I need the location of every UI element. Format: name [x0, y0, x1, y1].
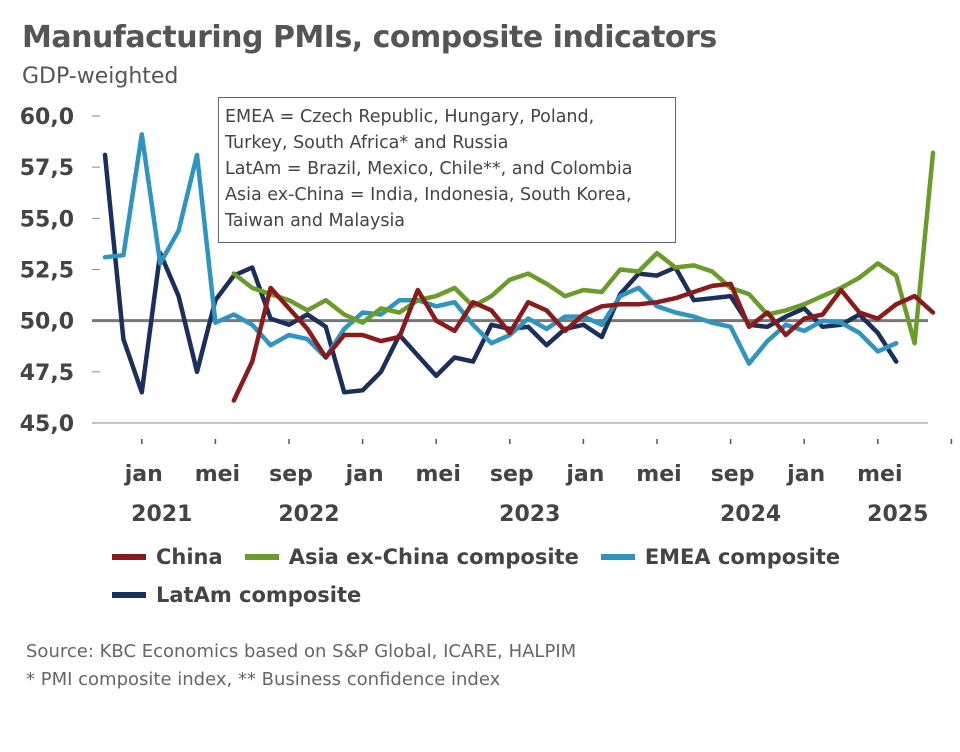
x-month-label: sep [490, 462, 534, 487]
line-chart: 60,0 57,5 55,0 52,5 50,0 47,5 45,0 jan mei sep jan… [20, 105, 953, 527]
legend-item-china: China [112, 545, 223, 569]
legend-item-latam: LatAm composite [112, 583, 361, 607]
note-line: LatAm = Brazil, Mexico, Chile**, and Col… [225, 159, 633, 179]
legend-swatch-china [112, 554, 146, 560]
legend-label-asia-ex-china: Asia ex-China composite [288, 545, 579, 569]
y-tick-label: 47,5 [20, 361, 74, 386]
y-tick-label: 45,0 [20, 412, 74, 437]
chart-title: Manufacturing PMIs, composite indicators [22, 20, 717, 55]
series-line-china [231, 281, 936, 403]
x-month-label: jan [124, 462, 163, 487]
y-tick-label: 57,5 [20, 156, 74, 181]
legend-label-latam: LatAm composite [156, 583, 362, 607]
note-line: EMEA = Czech Republic, Hungary, Poland, [225, 107, 595, 127]
footnote-line: * PMI composite index, ** Business confi… [26, 669, 501, 690]
x-year-label: 2025 [867, 502, 928, 527]
x-month-label: sep [711, 462, 755, 487]
legend-item-emea: EMEA composite [600, 545, 841, 569]
source-footnote: Source: KBC Economics based on S&P Globa… [26, 638, 576, 694]
note-line: Taiwan and Malaysia [225, 211, 406, 231]
legend-label-emea: EMEA composite [644, 545, 841, 569]
x-month-label: mei [857, 462, 902, 487]
x-month-label: sep [269, 462, 313, 487]
y-tick-label: 50,0 [20, 310, 74, 335]
x-month-label: mei [195, 462, 240, 487]
x-month-label: mei [636, 462, 681, 487]
legend-row: LatAm composite [112, 576, 932, 614]
legend-item-asia-ex-china: Asia ex-China composite [244, 545, 579, 569]
x-month-label: mei [416, 462, 461, 487]
series-line-asia-ex-china [231, 150, 936, 346]
source-line: Source: KBC Economics based on S&P Globa… [26, 641, 577, 662]
country-notes-box: EMEA = Czech Republic, Hungary, Poland, … [218, 97, 676, 243]
x-year-label: 2023 [499, 502, 560, 527]
note-line: Asia ex-China = India, Indonesia, South … [225, 185, 632, 205]
y-tick-label: 60,0 [20, 105, 74, 130]
legend-row: China Asia ex-China composite EMEA compo… [112, 538, 932, 576]
series-line-emea [102, 132, 899, 366]
x-year-label: 2021 [131, 502, 192, 527]
x-month-label: jan [786, 462, 825, 487]
y-tick-label: 55,0 [20, 207, 74, 232]
x-year-label: 2022 [278, 502, 339, 527]
legend-swatch-emea [600, 554, 635, 560]
legend-swatch-latam [112, 592, 146, 598]
legend-label-china: China [156, 545, 223, 569]
chart-legend: China Asia ex-China composite EMEA compo… [112, 538, 932, 614]
legend-swatch-asia-ex-china [244, 554, 279, 560]
x-month-label: jan [565, 462, 604, 487]
note-line: Turkey, South Africa* and Russia [225, 133, 509, 153]
chart-subtitle: GDP-weighted [22, 64, 179, 89]
x-month-label: jan [345, 462, 384, 487]
x-year-label: 2024 [720, 502, 781, 527]
y-tick-label: 52,5 [20, 259, 74, 284]
